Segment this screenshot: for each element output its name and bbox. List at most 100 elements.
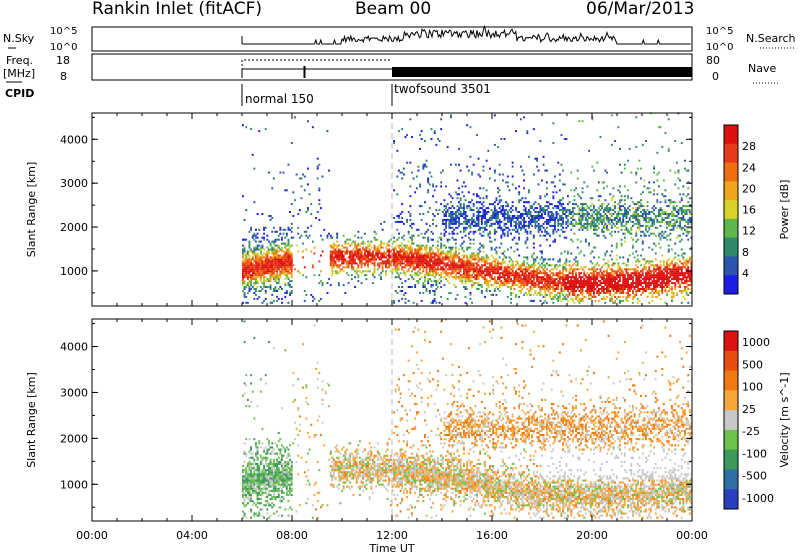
data-cell	[480, 266, 483, 269]
data-cell	[562, 280, 564, 283]
data-cell	[635, 173, 638, 176]
data-cell	[253, 238, 256, 241]
data-cell	[443, 252, 446, 255]
data-cell	[628, 295, 631, 298]
data-cell	[458, 147, 460, 150]
data-cell	[515, 264, 517, 267]
data-cell	[602, 209, 605, 212]
data-cell	[284, 254, 287, 257]
data-cell	[388, 260, 391, 263]
data-cell	[394, 262, 397, 265]
data-cell	[368, 244, 371, 247]
data-cell	[573, 232, 576, 235]
data-cell	[428, 256, 431, 259]
data-cell	[425, 258, 428, 261]
data-cell	[456, 211, 459, 213]
data-cell	[287, 262, 290, 265]
data-cell	[593, 266, 595, 269]
data-cell	[526, 274, 529, 277]
data-cell	[269, 268, 272, 271]
data-cell	[385, 246, 387, 249]
data-cell	[656, 173, 659, 176]
data-cell	[411, 136, 413, 138]
data-cell	[654, 264, 657, 267]
data-cell	[625, 278, 628, 281]
data-cell	[654, 217, 657, 219]
data-cell	[428, 266, 431, 269]
data-cell	[461, 236, 464, 239]
data-cell	[524, 220, 527, 223]
data-cell	[654, 284, 657, 287]
data-cell	[281, 258, 283, 261]
data-cell	[493, 258, 496, 261]
data-cell	[453, 258, 456, 261]
data-cell	[617, 189, 620, 192]
data-cell	[451, 213, 454, 215]
data-cell	[430, 301, 433, 304]
data-cell	[417, 264, 420, 267]
data-cell	[285, 250, 288, 253]
data-cell	[570, 268, 573, 271]
data-cell	[547, 284, 550, 287]
data-cell	[274, 280, 277, 283]
data-cell	[604, 199, 607, 202]
data-cell	[492, 284, 495, 287]
data-cell	[576, 268, 579, 271]
data-cell	[378, 262, 381, 265]
data-cell	[571, 218, 574, 221]
data-cell	[250, 278, 252, 281]
data-cell	[662, 274, 665, 277]
data-cell	[255, 278, 257, 281]
data-cell	[510, 272, 512, 275]
data-cell	[591, 215, 594, 217]
data-cell	[350, 260, 353, 263]
data-cell	[588, 278, 590, 281]
data-cell	[589, 276, 592, 279]
data-cell	[448, 256, 451, 259]
data-cell	[568, 264, 571, 267]
data-cell	[255, 280, 257, 283]
data-cell	[526, 256, 529, 259]
data-cell	[284, 236, 287, 239]
data-cell	[552, 278, 555, 281]
data-cell	[466, 266, 469, 269]
data-cell	[635, 230, 638, 233]
data-cell	[272, 262, 275, 265]
data-cell	[263, 282, 265, 285]
data-cell	[567, 276, 569, 279]
data-cell	[360, 256, 363, 259]
data-cell	[492, 222, 495, 225]
data-cell	[646, 276, 649, 279]
data-cell	[632, 207, 634, 210]
data-cell	[648, 282, 651, 285]
data-cell	[420, 262, 423, 265]
data-cell	[398, 252, 400, 255]
data-cell	[290, 142, 293, 144]
data-cell	[451, 268, 454, 271]
data-cell	[362, 246, 365, 249]
data-cell	[578, 276, 581, 279]
data-cell	[537, 292, 540, 294]
data-cell	[472, 266, 475, 269]
data-cell	[524, 266, 527, 269]
data-cell	[253, 282, 256, 285]
data-cell	[571, 293, 574, 296]
data-cell	[552, 284, 555, 287]
data-cell	[536, 159, 538, 162]
data-cell	[248, 268, 251, 271]
data-cell	[453, 228, 456, 231]
data-cell	[547, 290, 550, 292]
data-cell	[643, 209, 646, 212]
data-cell	[401, 262, 404, 265]
data-cell	[541, 280, 543, 283]
data-cell	[404, 301, 407, 304]
data-cell	[391, 258, 394, 261]
data-cell	[402, 266, 405, 269]
data-cell	[251, 278, 254, 281]
data-cell	[580, 220, 582, 223]
data-cell	[568, 276, 571, 279]
data-cell	[329, 256, 332, 259]
data-cell	[310, 293, 313, 296]
data-cell	[575, 272, 577, 275]
data-cell	[567, 224, 569, 227]
